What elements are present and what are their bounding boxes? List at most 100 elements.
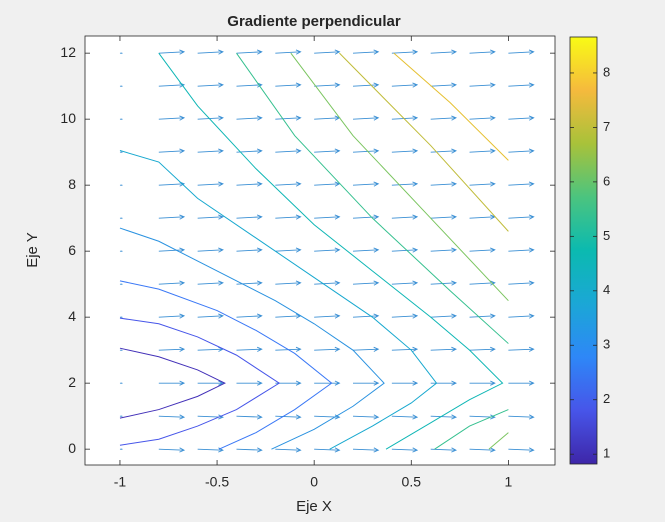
contour-line [236, 52, 509, 450]
quiver-arrow [508, 148, 535, 154]
quiver-arrow [236, 49, 263, 55]
quiver-arrow [469, 181, 496, 187]
quiver-arrow [508, 49, 535, 55]
quiver-arrow [508, 414, 535, 420]
quiver-arrow [352, 280, 380, 286]
quiver-arrow [508, 214, 535, 220]
quiver-arrow [197, 115, 224, 121]
quiver-arrow [469, 82, 496, 88]
quiver-arrow [236, 447, 263, 453]
x-tick-label: -0.5 [205, 474, 229, 490]
quiver-arrow [158, 115, 186, 121]
quiver-arrow [119, 85, 123, 87]
quiver-arrow [469, 346, 496, 352]
quiver-arrow [314, 313, 341, 319]
quiver-arrow [430, 148, 457, 154]
quiver-arrow [469, 148, 496, 154]
quiver-arrow [391, 214, 419, 220]
colorbar-tick-label: 6 [603, 173, 610, 188]
x-axis-label: Eje X [296, 498, 332, 515]
quiver-arrow [508, 380, 535, 386]
quiver-arrow [197, 380, 224, 386]
colorbar-tick-label: 5 [603, 228, 610, 243]
quiver-arrow [430, 346, 457, 352]
contour-line [393, 52, 509, 161]
quiver-arrow [119, 415, 123, 417]
quiver-arrow [352, 115, 380, 121]
quiver-arrow [197, 148, 224, 154]
quiver-arrow [158, 280, 186, 286]
quiver-arrow [158, 313, 186, 319]
quiver-arrow [119, 250, 123, 252]
quiver-arrow [158, 414, 186, 420]
quiver-arrow [236, 414, 263, 420]
contour-line [119, 317, 281, 446]
quiver-arrow [119, 382, 123, 384]
quiver-arrow [314, 148, 341, 154]
x-tick-label: 1 [504, 474, 512, 490]
quiver-arrow [275, 247, 302, 253]
quiver-arrow [430, 214, 457, 220]
quiver-arrow [197, 247, 224, 253]
chart-title: Gradiente perpendicular [227, 13, 401, 30]
quiver-arrow [314, 380, 341, 386]
quiver-arrow [119, 349, 123, 351]
contour-line [119, 227, 385, 450]
quiver-arrow [158, 214, 186, 220]
y-tick-label: 6 [68, 242, 76, 258]
quiver-arrow [469, 380, 496, 386]
contour-line [290, 52, 509, 450]
quiver-arrow [197, 280, 224, 286]
quiver-arrow [119, 52, 123, 54]
colorbar [569, 36, 598, 465]
quiver-arrow [391, 280, 419, 286]
y-tick-label: 10 [60, 110, 76, 126]
contour-line [119, 347, 226, 419]
quiver-arrow [275, 447, 302, 453]
quiver-arrow [391, 49, 419, 55]
y-tick-label: 12 [60, 44, 76, 60]
quiver-arrow [119, 118, 123, 120]
quiver-arrow [469, 115, 496, 121]
quiver-arrow [430, 313, 457, 319]
quiver-arrow [236, 280, 263, 286]
quiver-arrow [508, 346, 535, 352]
quiver-arrow [391, 414, 419, 420]
quiver-arrow [314, 82, 341, 88]
quiver-arrow [158, 447, 186, 453]
colorbar-tick-label: 4 [603, 282, 610, 297]
quiver-arrow [430, 247, 457, 253]
quiver-arrow [158, 148, 186, 154]
quiver-arrow [275, 82, 302, 88]
quiver-arrow [314, 181, 341, 187]
quiver-arrow [236, 115, 263, 121]
quiver-arrow [508, 115, 535, 121]
quiver-arrow [508, 447, 535, 453]
quiver-arrow [508, 247, 535, 253]
quiver-arrow [314, 214, 341, 220]
quiver-arrow [119, 283, 123, 285]
x-tick-label: 0 [310, 474, 318, 490]
quiver-arrow [197, 49, 224, 55]
quiver-arrow [275, 181, 302, 187]
quiver-arrow [391, 447, 419, 453]
quiver-arrow [119, 448, 123, 450]
quiver-arrow [430, 280, 457, 286]
quiver-arrow [119, 151, 123, 153]
quiver-arrow [391, 247, 419, 253]
quiver-arrow [275, 148, 302, 154]
y-tick-label: 4 [68, 308, 76, 324]
quiver-arrow [469, 49, 496, 55]
quiver-arrow [158, 380, 186, 386]
quiver-arrow [352, 247, 380, 253]
quiver-arrow [236, 346, 263, 352]
quiver-arrow [314, 447, 341, 453]
quiver-arrow [236, 181, 263, 187]
quiver-arrow [197, 181, 224, 187]
x-tick-label: -1 [114, 474, 127, 490]
quiver-arrow [236, 313, 263, 319]
quiver-arrow [314, 49, 341, 55]
quiver-arrow [430, 181, 457, 187]
quiver-arrow [236, 247, 263, 253]
quiver-arrow [430, 115, 457, 121]
